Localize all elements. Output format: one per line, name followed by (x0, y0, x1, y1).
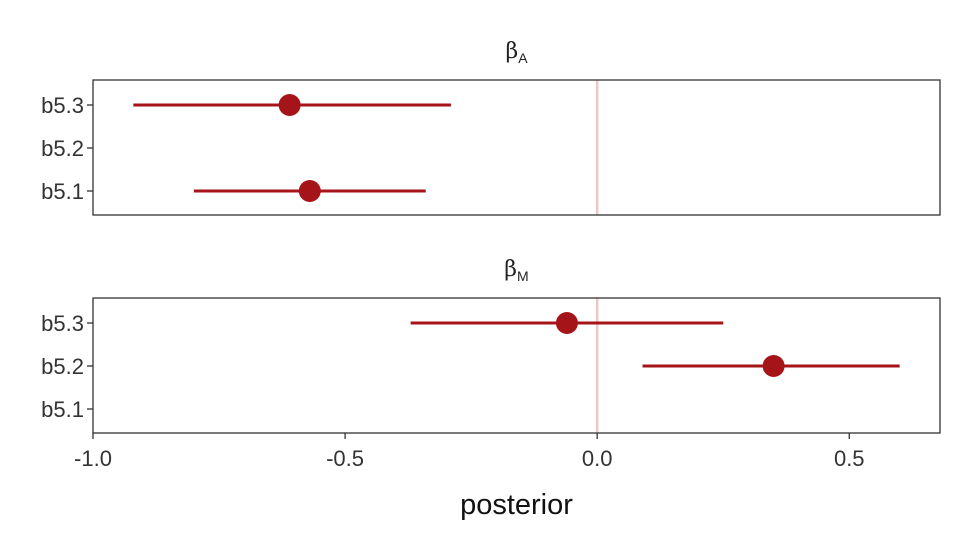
panel-title-subscript: M (517, 268, 529, 284)
point-b5.3 (555, 312, 578, 334)
point-b5.2 (762, 355, 785, 377)
panel-title: βA (505, 39, 528, 66)
ytick-label: b5.1 (41, 179, 84, 204)
ytick-label: b5.2 (41, 136, 84, 161)
panel-frame (92, 79, 941, 216)
ytick-label: b5.3 (41, 93, 84, 118)
xtick-label: 0.0 (582, 446, 613, 471)
ytick-label: b5.3 (41, 311, 84, 336)
panel-title-symbol: β (504, 257, 517, 282)
ytick-label: b5.1 (41, 397, 84, 422)
ytick-label: b5.2 (41, 354, 84, 379)
panel-title-subscript: A (518, 50, 528, 66)
xtick-label: 0.5 (834, 446, 865, 471)
x-axis-title: posterior (460, 489, 573, 521)
xtick-label: -0.5 (326, 446, 364, 471)
panel-title: βM (504, 257, 528, 284)
xtick-label: -1.0 (74, 446, 112, 471)
panel-title-symbol: β (505, 39, 518, 64)
point-b5.3 (278, 94, 301, 116)
point-b5.1 (298, 180, 321, 202)
